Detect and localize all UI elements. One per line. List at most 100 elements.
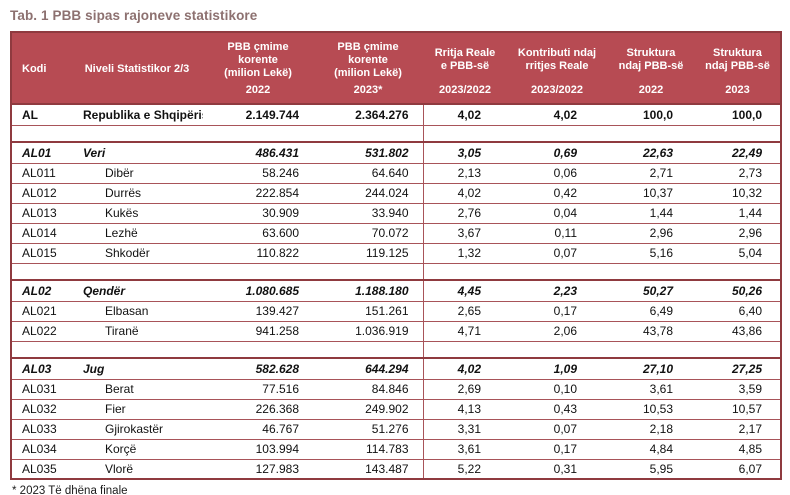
cell-value: 2,96 bbox=[695, 223, 781, 244]
cell-value: 1.036.919 bbox=[313, 321, 424, 342]
cell-value: 0,42 bbox=[507, 183, 607, 204]
cell-code: AL034 bbox=[11, 439, 71, 460]
cell-value: 4,02 bbox=[423, 104, 507, 126]
header-row: Kodi Niveli Statistikor 2/3 PBB çmime ko… bbox=[11, 32, 781, 105]
table-row: AL015 Shkodër 110.822 119.125 1,32 0,07 5,16 5,… bbox=[11, 243, 781, 264]
cell-value: 2,06 bbox=[507, 321, 607, 342]
spacer-cell bbox=[507, 341, 607, 359]
cell-value: 143.487 bbox=[313, 459, 424, 480]
column-year: 2023/2022 bbox=[531, 84, 583, 96]
cell-code: AL035 bbox=[11, 459, 71, 480]
cell-value: 2,73 bbox=[695, 163, 781, 184]
cell-value: 5,22 bbox=[423, 459, 507, 480]
cell-value: 2,96 bbox=[607, 223, 695, 244]
column-label: Struktura ndaj PBB-së bbox=[618, 47, 684, 72]
spacer-cell bbox=[695, 263, 781, 281]
table-row: AL014 Lezhë 63.600 70.072 3,67 0,11 2,96 2,96 bbox=[11, 223, 781, 244]
cell-code: AL022 bbox=[11, 321, 71, 342]
cell-value: 244.024 bbox=[313, 183, 424, 204]
cell-region-name: Qendër bbox=[71, 279, 203, 302]
cell-value: 486.431 bbox=[203, 141, 313, 164]
cell-value: 226.368 bbox=[203, 399, 313, 420]
cell-value: 10,32 bbox=[695, 183, 781, 204]
cell-region-name: Korçë bbox=[71, 439, 203, 460]
spacer-cell bbox=[507, 125, 607, 143]
cell-value: 5,16 bbox=[607, 243, 695, 264]
column-label: Rritja Reale e PBB-së bbox=[434, 47, 496, 72]
column-year: 2023* bbox=[353, 84, 383, 96]
cell-region-name: Shkodër bbox=[71, 243, 203, 264]
column-year: 2023 bbox=[725, 84, 750, 96]
cell-value: 43,86 bbox=[695, 321, 781, 342]
spacer-cell bbox=[507, 263, 607, 281]
table-body: AL Republika e Shqipërisë 2.149.744 2.364.2… bbox=[11, 104, 781, 480]
cell-value: 1,44 bbox=[695, 203, 781, 224]
col-header-pbb-2022: PBB çmime korente (milion Lekë) 2022 bbox=[203, 32, 313, 105]
cell-region-name: Lezhë bbox=[71, 223, 203, 244]
col-header-niveli-statistikor: Niveli Statistikor 2/3 bbox=[71, 32, 203, 105]
cell-value: 0,69 bbox=[507, 141, 607, 164]
table-row: AL035 Vlorë 127.983 143.487 5,22 0,31 5,95 6,07 bbox=[11, 459, 781, 480]
cell-region-name: Kukës bbox=[71, 203, 203, 224]
cell-region-name: Jug bbox=[71, 357, 203, 380]
cell-value: 100,0 bbox=[607, 104, 695, 126]
cell-value: 58.246 bbox=[203, 163, 313, 184]
cell-value: 4,71 bbox=[423, 321, 507, 342]
spacer-cell bbox=[71, 263, 203, 281]
table-row: AL022 Tiranë 941.258 1.036.919 4,71 2,06 43,78… bbox=[11, 321, 781, 342]
cell-value: 3,67 bbox=[423, 223, 507, 244]
cell-value: 22,63 bbox=[607, 141, 695, 164]
table-row: AL03 Jug 582.628 644.294 4,02 1,09 27,10 27,25 bbox=[11, 357, 781, 380]
cell-value: 644.294 bbox=[313, 357, 424, 380]
cell-value: 10,57 bbox=[695, 399, 781, 420]
cell-value: 2,23 bbox=[507, 279, 607, 302]
cell-value: 0,11 bbox=[507, 223, 607, 244]
col-header-kodi: Kodi bbox=[11, 32, 71, 105]
cell-value: 3,05 bbox=[423, 141, 507, 164]
cell-value: 1,09 bbox=[507, 357, 607, 380]
spacer-cell bbox=[423, 341, 507, 359]
spacer-cell bbox=[313, 263, 424, 281]
cell-region-name: Republika e Shqipërisë bbox=[71, 104, 203, 126]
cell-value: 1,32 bbox=[423, 243, 507, 264]
cell-value: 4,45 bbox=[423, 279, 507, 302]
cell-region-name: Dibër bbox=[71, 163, 203, 184]
column-year: 2022 bbox=[245, 84, 271, 96]
cell-code: AL012 bbox=[11, 183, 71, 204]
cell-value: 151.261 bbox=[313, 301, 424, 322]
cell-value: 2,17 bbox=[695, 419, 781, 440]
col-header-pbb-2023: PBB çmime korente (milion Lekë) 2023* bbox=[313, 32, 423, 105]
cell-region-name: Durrës bbox=[71, 183, 203, 204]
spacer-cell bbox=[313, 125, 424, 143]
cell-value: 2.149.744 bbox=[203, 104, 313, 126]
spacer-row bbox=[11, 125, 781, 143]
page: Tab. 1 PBB sipas rajoneve statistikore K… bbox=[0, 8, 790, 495]
cell-value: 127.983 bbox=[203, 459, 313, 480]
table-header: Kodi Niveli Statistikor 2/3 PBB çmime ko… bbox=[11, 32, 781, 105]
col-header-kontributi: Kontributi ndaj rritjes Reale 2023/2022 bbox=[507, 32, 607, 105]
col-header-struktura-2022: Struktura ndaj PBB-së 2022 bbox=[607, 32, 695, 105]
spacer-cell bbox=[71, 125, 203, 143]
column-label: Niveli Statistikor 2/3 bbox=[84, 63, 190, 75]
cell-value: 0,07 bbox=[507, 419, 607, 440]
spacer-cell bbox=[313, 341, 424, 359]
cell-value: 2,18 bbox=[607, 419, 695, 440]
table-row: AL Republika e Shqipërisë 2.149.744 2.364.2… bbox=[11, 104, 781, 126]
column-label: PBB çmime korente (milion Lekë) bbox=[334, 40, 402, 79]
cell-value: 50,26 bbox=[695, 279, 781, 302]
cell-value: 6,40 bbox=[695, 301, 781, 322]
cell-region-name: Veri bbox=[71, 141, 203, 164]
cell-region-name: Gjirokastër bbox=[71, 419, 203, 440]
cell-value: 4,84 bbox=[607, 439, 695, 460]
cell-value: 139.427 bbox=[203, 301, 313, 322]
cell-value: 2,71 bbox=[607, 163, 695, 184]
cell-region-name: Vlorë bbox=[71, 459, 203, 480]
table-row: AL021 Elbasan 139.427 151.261 2,65 0,17 6,49 6,… bbox=[11, 301, 781, 322]
pbb-statistics-table: Kodi Niveli Statistikor 2/3 PBB çmime ko… bbox=[10, 31, 782, 480]
cell-code: AL011 bbox=[11, 163, 71, 184]
cell-value: 1.080.685 bbox=[203, 279, 313, 302]
cell-value: 63.600 bbox=[203, 223, 313, 244]
table-row: AL01 Veri 486.431 531.802 3,05 0,69 22,63 22,49 bbox=[11, 141, 781, 164]
cell-value: 33.940 bbox=[313, 203, 424, 224]
cell-value: 5,95 bbox=[607, 459, 695, 480]
